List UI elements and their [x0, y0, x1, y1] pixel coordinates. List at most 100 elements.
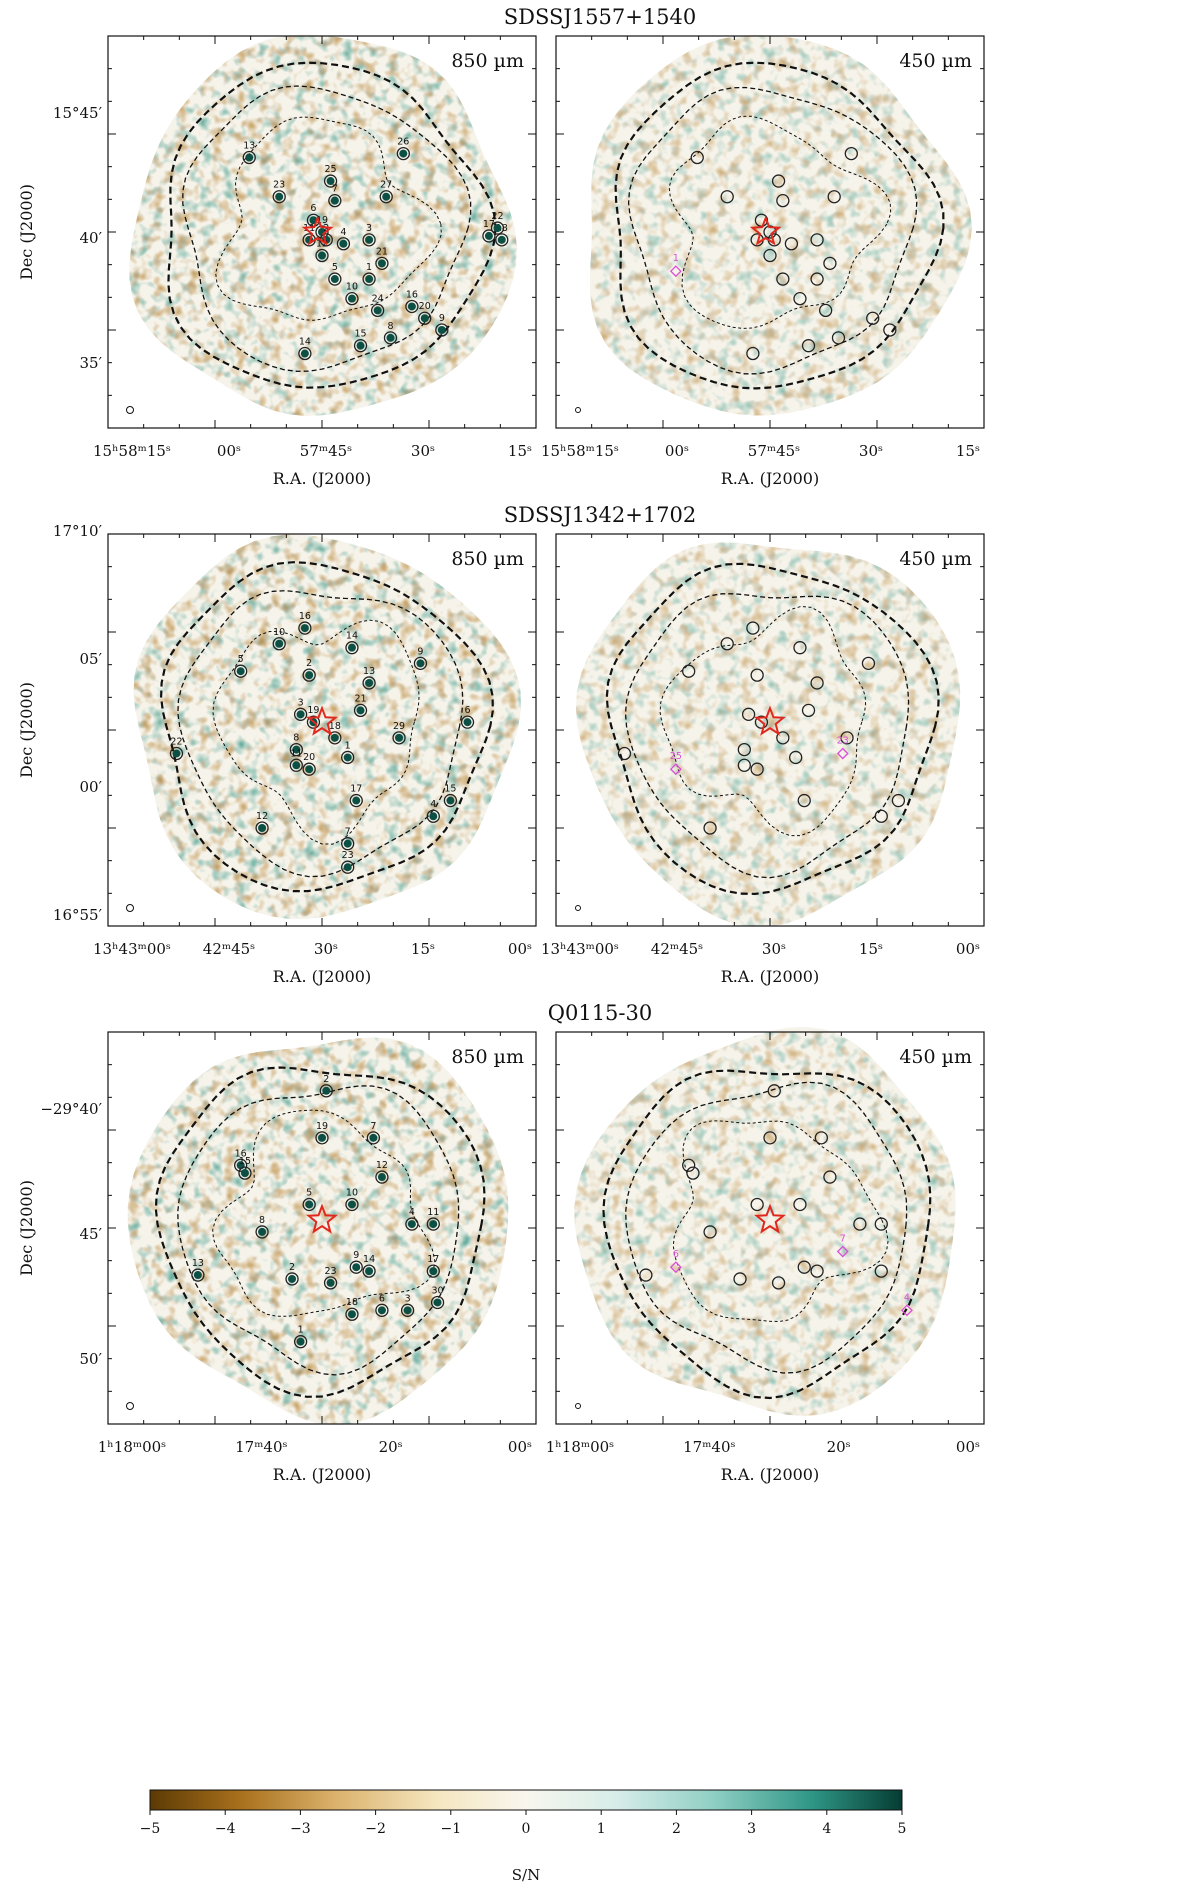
- source-marker: [789, 750, 803, 765]
- source-marker: [306, 715, 321, 729]
- source-marker: [302, 1197, 316, 1212]
- ra-tick-label: 42ᵐ45ˢ: [203, 940, 255, 958]
- contour-middle: [182, 85, 472, 372]
- quasar-star: [749, 215, 782, 246]
- source-marker: [405, 1217, 419, 1231]
- source-marker: [750, 668, 764, 682]
- source-fill: [493, 224, 502, 233]
- source-marker: [460, 715, 475, 729]
- colorbar-tick-label: −3: [290, 1821, 311, 1837]
- source-marker: [242, 150, 256, 165]
- ra-tick-label: 15ˢ: [859, 940, 883, 958]
- source-label: 27: [380, 180, 392, 191]
- source-label: 7: [840, 1234, 846, 1245]
- source-label: 19: [316, 215, 328, 226]
- source-fill: [377, 259, 386, 268]
- source-label: 23: [325, 1266, 337, 1277]
- source-fill: [330, 275, 339, 284]
- source-label: 16: [235, 1148, 247, 1159]
- source-label: 16: [406, 289, 418, 300]
- source-fill: [326, 177, 335, 186]
- source-fill: [305, 1200, 314, 1209]
- source-marker: [379, 190, 393, 204]
- source-marker: [349, 1260, 363, 1274]
- quasar-diamond: [669, 1261, 682, 1274]
- source-label: 18: [329, 721, 341, 732]
- source-marker: [776, 272, 790, 286]
- source-marker: [801, 703, 816, 718]
- source-label: 20: [419, 301, 431, 312]
- contour-middle: [177, 1085, 460, 1376]
- ra-tick-label: 57ᵐ45ˢ: [300, 442, 352, 460]
- map-panel: 1 450 µm 15ʰ58ᵐ15ˢ 00ˢ 57ᵐ45ˢ 30ˢ 15ˢ R.A. (J20…: [541, 34, 985, 488]
- dec-tick-label: −29°40′: [40, 1100, 102, 1118]
- source-fill: [429, 1267, 438, 1276]
- source-fill: [429, 812, 438, 821]
- source-label: 25: [670, 751, 682, 762]
- source-marker: [686, 1166, 700, 1180]
- source-fill: [322, 1086, 331, 1095]
- source-label: 14: [299, 337, 311, 348]
- ra-tick-label: 15ʰ58ᵐ15ˢ: [93, 442, 171, 460]
- map-panel: 6 7 4 450 µm 1ʰ18ᵐ00ˢ 17ᵐ40ˢ 20ˢ 00ˢ R.A. (J2000…: [546, 1026, 985, 1484]
- source-marker: [328, 272, 342, 286]
- source-label: 9: [417, 646, 423, 657]
- source-label: 5: [238, 654, 244, 665]
- contour-inner: [672, 1120, 889, 1323]
- source-marker: [746, 346, 760, 361]
- source-fill: [365, 1267, 374, 1276]
- source-marker: [430, 1295, 445, 1310]
- source-marker: [328, 731, 342, 745]
- source-fill: [386, 333, 395, 342]
- source-marker: [763, 1131, 777, 1145]
- quasar-diamond: [669, 763, 682, 776]
- source-fill: [258, 1227, 267, 1236]
- source-marker: [341, 750, 355, 765]
- source-marker: [844, 146, 858, 161]
- source-fill: [369, 1133, 378, 1142]
- source-fill: [326, 1278, 335, 1287]
- source-fill: [330, 196, 339, 205]
- source-marker: [750, 1197, 764, 1212]
- source-marker: [255, 821, 269, 835]
- source-fill: [305, 671, 314, 680]
- source-marker: [353, 339, 368, 353]
- source-marker: [323, 1276, 338, 1290]
- source-fill: [437, 326, 446, 334]
- source-label: 4: [430, 799, 436, 810]
- x-axis-label: R.A. (J2000): [721, 1465, 819, 1484]
- quasar-star: [754, 705, 786, 736]
- source-marker: [874, 1264, 888, 1278]
- source-marker: [720, 637, 734, 651]
- source-label: 18: [496, 223, 508, 234]
- source-fill: [377, 1306, 386, 1315]
- source-marker: [353, 703, 368, 718]
- source-fill: [356, 706, 365, 715]
- source-fill: [429, 1220, 438, 1229]
- source-fill: [373, 306, 382, 315]
- source-label: 6: [673, 1249, 679, 1260]
- colorbar-tick-label: −2: [365, 1821, 386, 1837]
- source-label: 8: [259, 1215, 265, 1226]
- source-marker: [362, 676, 376, 690]
- source-label: 24: [372, 293, 384, 304]
- quasar-star: [306, 1203, 338, 1234]
- contour-inner: [668, 115, 892, 329]
- source-fill: [356, 341, 365, 350]
- quasar-diamond: [836, 1245, 849, 1258]
- source-label: 11: [290, 748, 302, 759]
- source-label: 23: [342, 850, 354, 861]
- contour-outer: [614, 61, 945, 390]
- source-marker: [776, 731, 790, 745]
- source-fill: [365, 275, 374, 284]
- source-label: 23: [837, 736, 849, 747]
- colorbar: −5 −4 −3 −2 −1 0 1 2 3 4 5 S/N: [140, 1789, 906, 1884]
- ra-tick-label: 00ˢ: [956, 1438, 980, 1456]
- source-label: 10: [346, 1187, 358, 1198]
- source-marker: [861, 656, 876, 671]
- source-marker: [874, 1217, 888, 1231]
- dec-tick-label: 05′: [80, 650, 103, 668]
- source-marker: [853, 1217, 867, 1231]
- source-fill: [275, 639, 284, 648]
